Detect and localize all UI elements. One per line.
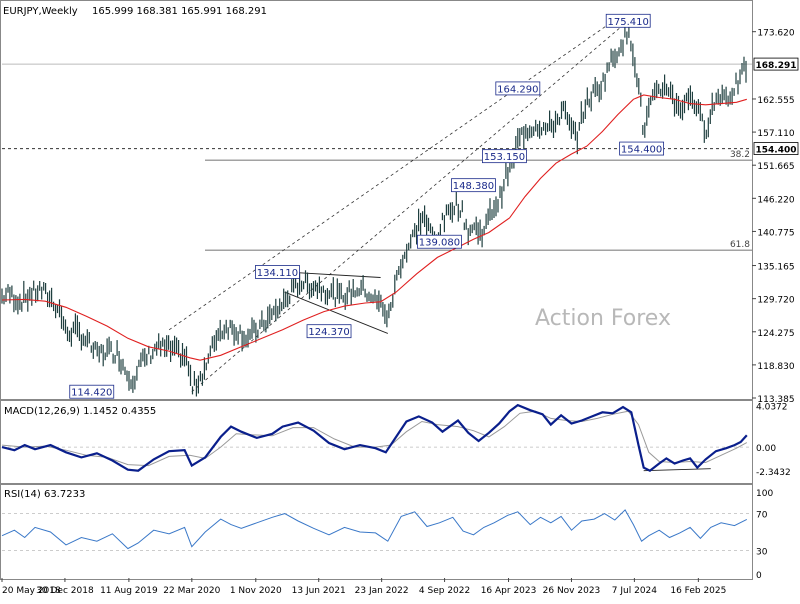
rsi-line bbox=[1, 509, 748, 550]
annotation-box bbox=[306, 324, 352, 339]
price-tick-label: 113.385 bbox=[757, 395, 794, 405]
annotation-label: 134.110 bbox=[257, 268, 298, 279]
price-tick-label: 157.110 bbox=[757, 129, 794, 139]
rsi-tick-label: 30 bbox=[756, 547, 768, 557]
wedge-top-line bbox=[284, 271, 381, 278]
price-tick-label: 173.620 bbox=[757, 29, 794, 39]
price-tick-label: 146.220 bbox=[757, 195, 794, 205]
price-tick-label: 129.720 bbox=[757, 296, 794, 306]
fib-382-label: 38.2 bbox=[730, 150, 750, 160]
annotation-box bbox=[482, 149, 527, 164]
level-154-box bbox=[753, 142, 799, 155]
annotation-box bbox=[619, 141, 665, 156]
price-tick-label: 118.830 bbox=[757, 362, 794, 372]
annotation-label: 139.080 bbox=[419, 238, 460, 249]
x-tick-label: 16 Feb 2025 bbox=[670, 586, 726, 596]
annotation-label: 164.290 bbox=[497, 84, 538, 95]
price-tick-label: 140.775 bbox=[757, 228, 794, 238]
price-bars bbox=[1, 20, 747, 397]
moving-average-line bbox=[1, 94, 747, 361]
rsi-panel-frame bbox=[0, 484, 753, 580]
price-panel-frame bbox=[0, 0, 753, 400]
x-tick-label: 13 Jun 2021 bbox=[292, 586, 346, 596]
x-tick-label: 30 Dec 2018 bbox=[36, 586, 94, 596]
price-tick-label: 124.275 bbox=[757, 329, 794, 339]
current-price-box bbox=[753, 57, 799, 71]
x-tick-label: 4 Sep 2022 bbox=[419, 586, 470, 596]
annotation-label: 114.420 bbox=[71, 388, 112, 399]
macd-panel-frame bbox=[0, 400, 753, 484]
macd-tick-label: 0.00 bbox=[756, 444, 776, 454]
channel-support-line bbox=[191, 20, 629, 393]
fib-618-label: 61.8 bbox=[730, 240, 750, 250]
annotation-box bbox=[605, 13, 651, 28]
price-tick-label: 135.165 bbox=[757, 263, 794, 273]
rsi-tick-label: 0 bbox=[756, 571, 762, 581]
wedge-bottom-line bbox=[284, 291, 388, 334]
annotation-label: 153.150 bbox=[484, 152, 525, 163]
macd-tick-label: -2.3432 bbox=[756, 468, 791, 478]
macd-label: MACD(12,26,9) 1.1452 0.4355 bbox=[4, 406, 156, 417]
x-tick-label: 7 Jul 2024 bbox=[612, 586, 657, 596]
annotation-label: 175.410 bbox=[608, 17, 649, 28]
annotation-box bbox=[255, 265, 300, 279]
x-tick-label: 20 May 2018 bbox=[2, 586, 61, 596]
rsi-tick-label: 100 bbox=[756, 489, 773, 499]
annotation-label: 124.370 bbox=[308, 327, 349, 338]
macd-tick-label: 4.0372 bbox=[756, 403, 788, 413]
macd-divergence-line bbox=[643, 468, 711, 472]
annotation-box bbox=[451, 178, 496, 193]
annotation-label: 154.400 bbox=[621, 145, 662, 156]
x-tick-label: 16 Apr 2023 bbox=[481, 586, 537, 596]
channel-resistance-line bbox=[168, 21, 613, 331]
x-tick-label: 1 Nov 2020 bbox=[230, 586, 282, 596]
annotation-box bbox=[69, 384, 115, 399]
x-tick-label: 11 Aug 2019 bbox=[100, 586, 158, 596]
price-tick-label: 162.555 bbox=[757, 96, 794, 106]
annotation-box bbox=[417, 234, 462, 249]
rsi-tick-label: 70 bbox=[756, 511, 768, 521]
price-tick-label: 151.665 bbox=[757, 162, 794, 172]
annotation-box bbox=[495, 81, 541, 96]
chart-title: EURJPY,Weekly bbox=[3, 6, 78, 17]
current-price-tick: 168.291 bbox=[756, 61, 797, 71]
annotation-label: 148.380 bbox=[453, 181, 494, 192]
watermark-text: Action Forex bbox=[535, 306, 671, 331]
ohlc-header: 165.999 168.381 165.991 168.291 bbox=[92, 6, 267, 17]
rsi-label: RSI(14) 63.7233 bbox=[4, 489, 85, 500]
level-154-tick: 154.400 bbox=[756, 146, 797, 156]
macd-line bbox=[1, 403, 748, 472]
x-tick-label: 26 Nov 2023 bbox=[543, 586, 601, 596]
x-tick-label: 23 Jan 2022 bbox=[355, 586, 409, 596]
x-tick-label: 22 Mar 2020 bbox=[163, 586, 220, 596]
macd-signal-line bbox=[1, 410, 748, 467]
